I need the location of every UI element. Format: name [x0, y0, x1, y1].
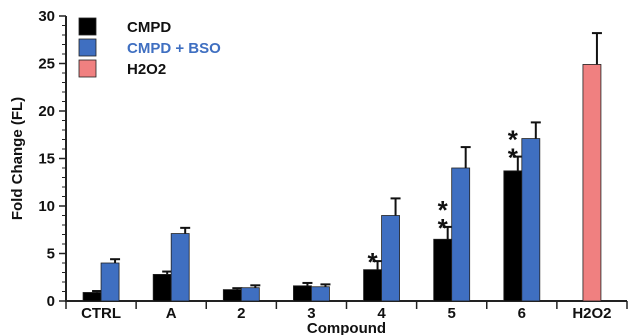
bar-cmpd-a [152, 273, 172, 302]
y-tick-label: 20 [38, 103, 55, 120]
bar-cmpd-ctrl [82, 292, 102, 302]
x-tick-label: 6 [518, 305, 526, 322]
legend-label: H2O2 [127, 61, 166, 78]
legend: CMPD CMPD + BSO H2O2 [78, 17, 221, 78]
bar-cmpd-bso-4 [381, 215, 400, 302]
bar-cmpd-bso-3 [311, 286, 330, 302]
bar-h2o2-h2o2 [582, 64, 602, 302]
legend-swatch [78, 59, 97, 78]
significance-asterisk: * [368, 247, 379, 277]
x-tick-label: 2 [237, 305, 245, 322]
bar-cmpd-3 [293, 285, 312, 302]
significance-asterisk: * [438, 213, 449, 243]
legend-swatch [78, 38, 97, 57]
y-tick-label: 0 [47, 293, 55, 310]
bar-cmpd-bso-a [170, 233, 190, 302]
x-tick-label: 4 [377, 305, 386, 322]
y-tick-label: 25 [38, 56, 55, 73]
bar-cmpd-5 [433, 238, 453, 302]
significance-asterisk: * [508, 143, 519, 173]
x-tick-label: 3 [307, 305, 315, 322]
significance-asterisk: * [438, 195, 449, 225]
x-tick-label: CTRL [81, 305, 121, 322]
x-axis-title: Compound [307, 320, 386, 335]
y-tick-label: 5 [47, 246, 55, 263]
legend-swatch [78, 17, 97, 36]
bar-cmpd-bso-6 [521, 138, 541, 302]
bar-cmpd-bso-5 [451, 167, 471, 302]
x-tick-label: A [166, 305, 177, 322]
bar-cmpd-2 [222, 289, 242, 302]
y-tick-label: 15 [38, 151, 55, 168]
x-tick-label: H2O2 [572, 305, 611, 322]
legend-label: CMPD [127, 19, 171, 36]
y-tick-label: 10 [38, 198, 55, 215]
x-tick-label: 5 [448, 305, 456, 322]
legend-label: CMPD + BSO [127, 40, 221, 57]
bar-cmpd-6 [503, 170, 523, 302]
bar-cmpd-bso-ctrl [100, 262, 120, 302]
y-axis-title: Fold Change (FL) [9, 97, 26, 220]
bars: ***** [82, 32, 602, 302]
bar-cmpd-bso-2 [240, 287, 260, 302]
y-tick-label: 30 [38, 8, 55, 25]
significance-asterisk: * [508, 125, 519, 155]
